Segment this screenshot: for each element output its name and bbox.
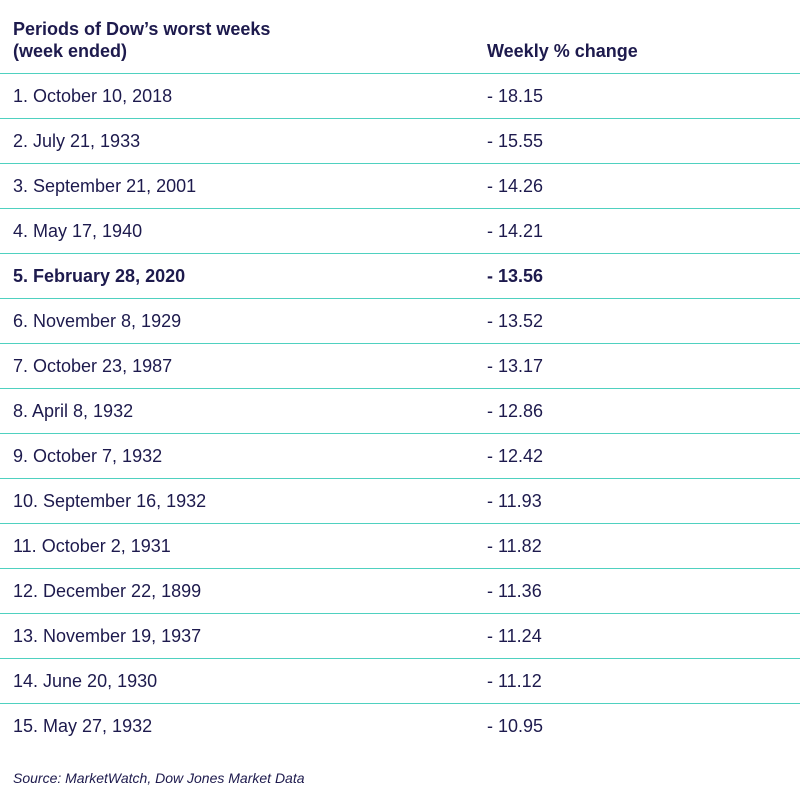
cell-weekly-change: - 11.36 xyxy=(487,580,542,601)
cell-period: 2. July 21, 1933 xyxy=(13,130,141,151)
cell-weekly-change: - 14.26 xyxy=(487,175,544,196)
table-row: 11. October 2, 1931 - 11.82 xyxy=(0,524,800,569)
cell-weekly-change: - 11.24 xyxy=(487,625,542,646)
header-weekly-change: Weekly % change xyxy=(487,41,638,61)
cell-period: 13. November 19, 1937 xyxy=(13,625,202,646)
cell-period: 6. November 8, 1929 xyxy=(13,310,182,331)
cell-weekly-change: - 13.52 xyxy=(487,310,544,331)
cell-period: 7. October 23, 1987 xyxy=(13,355,173,376)
cell-period: 5. February 28, 2020 xyxy=(13,265,186,286)
table-row: 13. November 19, 1937 - 11.24 xyxy=(0,614,800,659)
table-body: 1. October 10, 2018 - 18.15 2. July 21, 19… xyxy=(0,74,800,749)
cell-period: 8. April 8, 1932 xyxy=(13,400,134,421)
table-row: 5. February 28, 2020 - 13.56 xyxy=(0,254,800,299)
cell-period: 11. October 2, 1931 xyxy=(13,535,171,556)
cell-weekly-change: - 11.82 xyxy=(487,535,542,556)
cell-period: 10. September 16, 1932 xyxy=(13,490,207,511)
cell-weekly-change: - 11.93 xyxy=(487,490,542,511)
table-row: 2. July 21, 1933 - 15.55 xyxy=(0,119,800,164)
cell-weekly-change: - 14.21 xyxy=(487,220,544,241)
table-row: 3. September 21, 2001 - 14.26 xyxy=(0,164,800,209)
table-row: 4. May 17, 1940 - 14.21 xyxy=(0,209,800,254)
table-row: 7. October 23, 1987 - 13.17 xyxy=(0,344,800,389)
header-period: Periods of Dow’s worst weeks (week ended… xyxy=(13,19,271,61)
cell-period: 14. June 20, 1930 xyxy=(13,670,158,691)
cell-period: 4. May 17, 1940 xyxy=(13,220,143,241)
cell-weekly-change: - 11.12 xyxy=(487,670,542,691)
cell-weekly-change: - 18.15 xyxy=(487,85,544,106)
cell-weekly-change: - 13.17 xyxy=(487,355,544,376)
source-note: Source: MarketWatch, Dow Jones Market Da… xyxy=(13,770,305,786)
table-row: 8. April 8, 1932 - 12.86 xyxy=(0,389,800,434)
table-row: 1. October 10, 2018 - 18.15 xyxy=(0,74,800,119)
cell-weekly-change: - 10.95 xyxy=(487,716,544,736)
cell-weekly-change: - 15.55 xyxy=(487,130,544,151)
cell-weekly-change: - 12.86 xyxy=(487,400,544,421)
cell-weekly-change: - 12.42 xyxy=(487,445,544,466)
table-row: 15. May 27, 1932 - 10.95 xyxy=(0,704,800,749)
table-row: 12. December 22, 1899 - 11.36 xyxy=(0,569,800,614)
cell-period: 9. October 7, 1932 xyxy=(13,445,163,466)
table-row: 14. June 20, 1930 - 11.12 xyxy=(0,659,800,704)
cell-period: 3. September 21, 2001 xyxy=(13,175,197,196)
table-row: 10. September 16, 1932 - 11.93 xyxy=(0,479,800,524)
table-header: Periods of Dow’s worst weeks (week ended… xyxy=(0,0,800,74)
table-row: 6. November 8, 1929 - 13.52 xyxy=(0,299,800,344)
worst-weeks-table: Periods of Dow’s worst weeks (week ended… xyxy=(0,0,800,749)
cell-weekly-change: - 13.56 xyxy=(487,265,544,286)
cell-period: 1. October 10, 2018 xyxy=(13,85,173,106)
cell-period: 15. May 27, 1932 xyxy=(13,716,153,736)
cell-period: 12. December 22, 1899 xyxy=(13,580,202,601)
table-row: 9. October 7, 1932 - 12.42 xyxy=(0,434,800,479)
